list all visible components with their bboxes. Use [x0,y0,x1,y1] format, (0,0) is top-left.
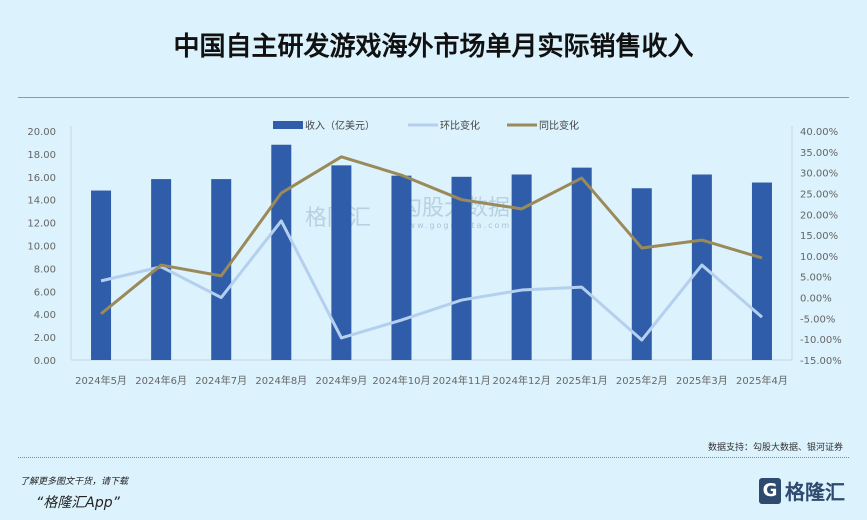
y-left-tick-label: 4.00 [34,310,56,321]
download-hint: 了解更多图文干货，请下载 [20,477,129,487]
y-left-tick-label: 8.00 [34,264,56,275]
y-left-tick-label: 20.00 [27,127,56,138]
app-name: “格隆汇App” [36,495,120,511]
x-tick-label: 2024年7月 [195,374,247,387]
gelonghui-logo: G 格隆汇 [759,476,845,505]
bar-revenue [451,176,472,360]
x-tick-label: 2024年9月 [315,374,367,387]
x-tick-label: 2024年8月 [255,374,307,387]
data-source: 数据支持：勾股大数据、银河证券 [707,443,843,453]
y-right-tick-label: 10.00% [800,252,838,263]
bar-revenue [271,144,292,360]
y-left-tick-label: 18.00 [27,150,56,161]
y-right-tick-label: 30.00% [800,169,838,180]
legend-label-2: 同比变化 [539,119,579,132]
bar-revenue [331,165,352,360]
y-right-tick-label: 0.00% [800,294,832,305]
legend-label-0: 收入（亿美元） [305,119,375,132]
y-right-tick-label: 25.00% [800,189,838,200]
y-left-tick-label: 6.00 [34,287,56,298]
y-left-tick-label: 12.00 [27,219,56,230]
x-tick-label: 2024年6月 [135,374,187,387]
bar-revenue [91,190,112,360]
y-right-tick-label: 5.00% [800,273,832,284]
chart-title: 中国自主研发游戏海外市场单月实际销售收入 [173,32,694,62]
legend-label-1: 环比变化 [440,119,480,132]
y-left-tick-label: 16.00 [27,173,56,184]
x-tick-label: 2024年11月 [432,374,490,387]
bar-revenue [751,182,772,360]
x-tick-label: 2024年10月 [372,374,430,387]
y-right-tick-label: 35.00% [800,148,838,159]
bar-revenue [211,179,232,360]
footer-divider [18,457,849,458]
legend-swatch-0 [273,121,303,129]
x-tick-label: 2025年2月 [616,374,668,387]
title-divider [18,97,849,98]
x-tick-label: 2025年4月 [736,374,788,387]
y-right-tick-label: -5.00% [800,314,835,325]
line-yoy [100,155,763,315]
logo-text: 格隆汇 [785,480,845,504]
x-tick-label: 2025年1月 [556,374,608,387]
chart: 格隆汇 勾股大数据 www.gogudata.com 0.002.004.006… [27,119,842,387]
x-tick-label: 2025年3月 [676,374,728,387]
y-right-tick-label: 40.00% [800,127,838,138]
y-right-tick-label: -15.00% [800,356,842,367]
y-left-tick-label: 2.00 [34,333,56,344]
y-left-tick-label: 0.00 [34,356,56,367]
bar-revenue [631,188,652,360]
bar-revenue [511,174,532,360]
y-right-tick-label: -10.00% [800,335,842,346]
x-tick-label: 2024年12月 [493,374,551,387]
bar-revenue [571,167,592,360]
bar-revenue [151,179,172,360]
line-mom [100,219,763,342]
logo-icon: G [759,477,781,504]
y-left-tick-label: 14.00 [27,196,56,207]
y-left-tick-label: 10.00 [27,242,56,253]
bar-revenue [391,175,412,360]
x-tick-label: 2024年5月 [75,374,127,387]
y-right-tick-label: 20.00% [800,210,838,221]
y-right-tick-label: 15.00% [800,231,838,242]
